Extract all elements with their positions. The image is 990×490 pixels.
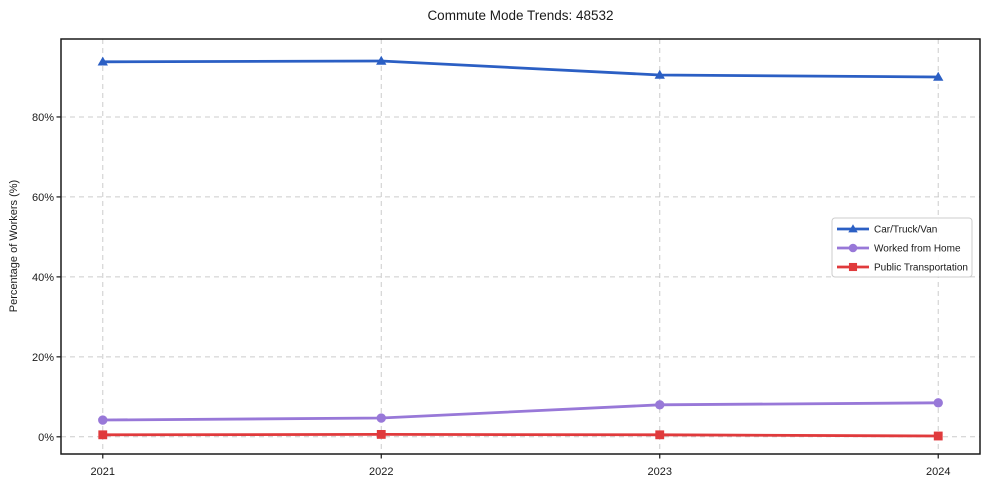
y-tick-label-60: 60% xyxy=(32,192,54,204)
legend-marker-public-transportation xyxy=(848,262,858,272)
legend-label-car-truck-van: Car/Truck/Van xyxy=(874,225,937,236)
legend-marker-worked-from-home xyxy=(848,243,858,253)
marker-public-transportation-2021 xyxy=(98,430,108,440)
x-tick-label-2024: 2024 xyxy=(926,466,950,478)
marker-public-transportation-2024 xyxy=(933,431,943,441)
legend-label-worked-from-home: Worked from Home xyxy=(874,244,961,255)
y-tick-label-80: 80% xyxy=(32,112,54,124)
legend-marker-car-truck-van xyxy=(848,224,858,233)
series-line-public-transportation xyxy=(101,433,940,438)
marker-public-transportation-2023 xyxy=(655,430,665,440)
y-tick-label-20: 20% xyxy=(32,352,54,364)
plot-area xyxy=(61,39,980,454)
marker-car-truck-van-2023 xyxy=(654,69,665,79)
marker-car-truck-van-2021 xyxy=(97,56,108,66)
y-axis-label: Percentage of Workers (%) xyxy=(8,179,20,313)
marker-public-transportation-2022 xyxy=(376,429,386,439)
marker-worked-from-home-2023 xyxy=(655,400,665,410)
marker-worked-from-home-2021 xyxy=(98,415,108,425)
marker-car-truck-van-2024 xyxy=(933,71,944,81)
x-tick-label-2021: 2021 xyxy=(91,466,115,478)
y-tick-label-40: 40% xyxy=(32,272,54,284)
x-tick-label-2022: 2022 xyxy=(369,466,393,478)
series-line-worked-from-home xyxy=(101,401,940,422)
marker-worked-from-home-2024 xyxy=(933,398,943,408)
x-tick-label-2023: 2023 xyxy=(648,466,672,478)
legend-box xyxy=(831,217,973,278)
legend-label-public-transportation: Public Transportation xyxy=(874,263,968,274)
marker-car-truck-van-2022 xyxy=(376,55,387,65)
plot-border xyxy=(60,38,981,455)
marker-worked-from-home-2022 xyxy=(376,413,386,423)
series-line-car-truck-van xyxy=(101,59,940,79)
chart-title: Commute Mode Trends: 48532 xyxy=(427,8,614,23)
y-tick-label-0: 0% xyxy=(38,432,54,444)
